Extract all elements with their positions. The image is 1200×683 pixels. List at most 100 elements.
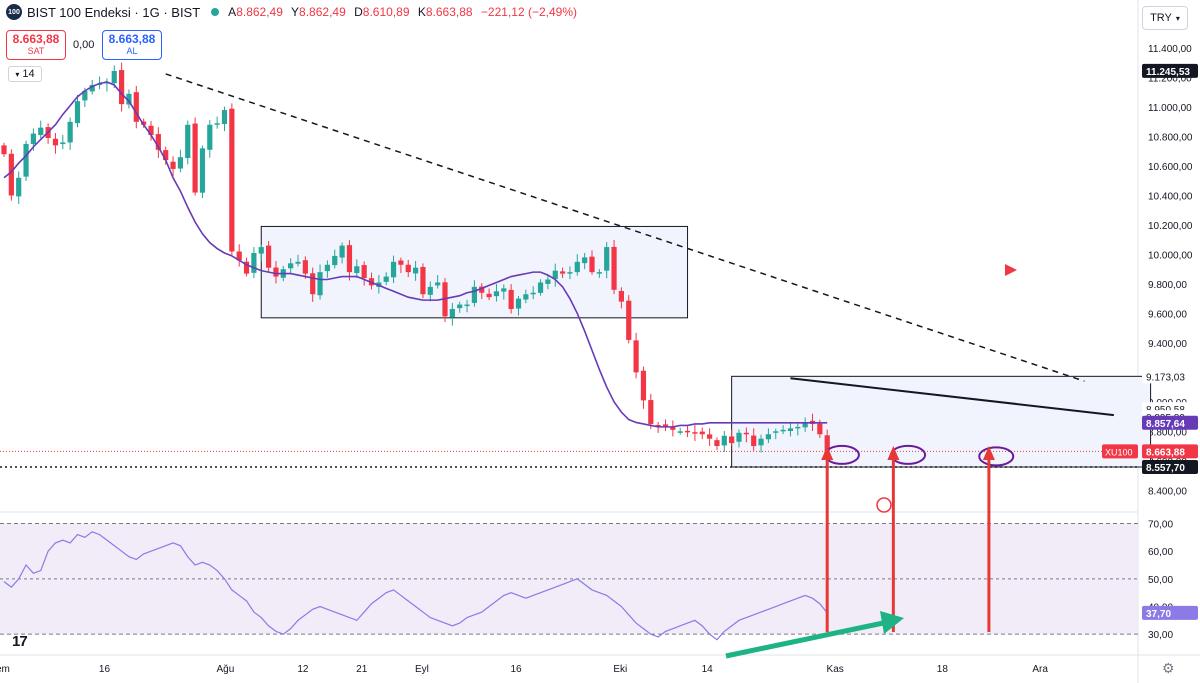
candle-body xyxy=(640,370,647,401)
chevron-down-icon: ▾ xyxy=(15,69,20,79)
price-tick-label: 11.000,00 xyxy=(1148,103,1192,114)
price-tick-label: 9.600,00 xyxy=(1148,309,1187,320)
candle-body xyxy=(479,286,485,293)
candle-body xyxy=(707,434,713,439)
candle-body xyxy=(677,431,683,433)
open-value: 8.862,49 xyxy=(236,5,283,19)
candle-body xyxy=(802,422,808,428)
symbol-logo: 100 xyxy=(6,4,22,20)
candle-body xyxy=(163,150,169,161)
up-arrow-head xyxy=(887,446,900,460)
candle-body xyxy=(449,308,455,318)
candle-body xyxy=(170,161,176,169)
candle-body xyxy=(765,434,771,440)
candle-body xyxy=(427,286,433,295)
candle-body xyxy=(266,245,272,268)
price-tick-label: 10.000,00 xyxy=(1148,250,1193,261)
candle-body xyxy=(221,110,228,125)
symbol-header: 100 BIST 100 Endeksi · 1G · BIST A8.862,… xyxy=(0,0,577,24)
candle-body xyxy=(545,279,551,284)
close-value: 8.663,88 xyxy=(425,5,473,19)
price-tick-label: 10.200,00 xyxy=(1148,221,1193,232)
up-arrow-head xyxy=(982,446,995,460)
candle-body xyxy=(148,125,154,136)
candle-body xyxy=(464,304,470,307)
indicator-length-toggle[interactable]: ▾ 14 xyxy=(8,66,42,82)
sell-button[interactable]: 8.663,88 SAT xyxy=(6,30,66,60)
price-axis-label: 8.663,88 xyxy=(1146,447,1185,458)
high-key: Y xyxy=(291,5,300,19)
candle-body xyxy=(692,432,698,434)
candle-body xyxy=(111,70,117,84)
time-tick-label: 21 xyxy=(356,664,368,675)
low-key: D xyxy=(354,5,363,19)
candle-body xyxy=(38,127,44,136)
candle-body xyxy=(354,266,360,274)
candle-body xyxy=(537,282,544,293)
candle-body xyxy=(714,440,720,447)
candle-body xyxy=(413,267,419,274)
price-axis-label-bg xyxy=(1142,460,1198,475)
price-axis-label: 11.245,53 xyxy=(1146,67,1190,78)
candle-body xyxy=(185,124,191,159)
chevron-down-icon: ▾ xyxy=(1175,13,1180,23)
candle-body xyxy=(141,121,147,125)
sell-price: 8.663,88 xyxy=(12,32,60,46)
candle-body xyxy=(743,432,749,435)
tradingview-logo: 17 xyxy=(12,633,28,650)
spread-value: 0,00 xyxy=(73,39,95,51)
candle-body xyxy=(515,298,522,309)
candle-body xyxy=(295,261,301,264)
candle-body xyxy=(824,435,830,452)
candle-body xyxy=(258,247,264,254)
price-tick-label: 10.800,00 xyxy=(1148,133,1193,144)
dashed-trendline xyxy=(165,73,1085,382)
rsi-tick-label: 50,00 xyxy=(1148,575,1173,586)
event-icon xyxy=(876,497,892,513)
candle-body xyxy=(662,424,669,427)
time-tick-label: Kas xyxy=(827,664,844,675)
price-tick-label: 8.800,00 xyxy=(1148,427,1187,438)
currency-selector[interactable]: TRY ▾ xyxy=(1142,6,1188,30)
candle-body xyxy=(82,90,88,101)
candle-body xyxy=(758,438,764,446)
time-tick-label: Eki xyxy=(613,664,627,675)
candle-body xyxy=(457,304,463,309)
candle-body xyxy=(508,289,514,309)
up-arrow-head xyxy=(821,446,834,460)
candle-body xyxy=(618,290,624,302)
rsi-last-label: 37,70 xyxy=(1146,609,1171,620)
price-axis-label-bg xyxy=(1142,63,1198,78)
candle-body xyxy=(729,436,735,444)
indicator-length-value: 14 xyxy=(22,68,35,80)
buy-button[interactable]: 8.663,88 AL xyxy=(102,30,162,60)
price-tick-label: 8.400,00 xyxy=(1148,486,1187,497)
candle-body xyxy=(611,246,617,290)
low-value: 8.610,89 xyxy=(362,5,410,19)
candle-body xyxy=(60,142,66,145)
rsi-tick-label: 70,00 xyxy=(1148,520,1173,531)
candle-body xyxy=(23,143,29,177)
candle-body xyxy=(684,430,691,433)
price-axis-label-bg xyxy=(1142,444,1198,459)
currency-label: TRY xyxy=(1150,12,1172,24)
candle-body xyxy=(155,134,161,150)
candle-body xyxy=(214,123,220,125)
rsi-trend-arrow-shaft xyxy=(725,619,889,659)
time-tick-label: Eyl xyxy=(415,664,429,675)
symbol-title[interactable]: BIST 100 Endeksi · 1G · BIST xyxy=(27,4,201,20)
price-axis-label: 9.173,03 xyxy=(1146,372,1185,383)
time-tick-label: 14 xyxy=(702,664,714,675)
rsi-last-label-bg xyxy=(1142,605,1198,620)
consolidation-box xyxy=(731,375,1152,468)
symbol-tag: XU100 xyxy=(1105,447,1133,457)
candle-body xyxy=(177,157,183,169)
price-tick-label: 10.400,00 xyxy=(1148,191,1193,202)
time-tick-label: Ağu xyxy=(217,664,235,675)
candle-body xyxy=(324,264,330,272)
price-tick-label: 10.600,00 xyxy=(1148,162,1193,173)
resistance-trendline xyxy=(790,377,1114,417)
settings-gear-icon[interactable]: ⚙ xyxy=(1162,660,1175,676)
